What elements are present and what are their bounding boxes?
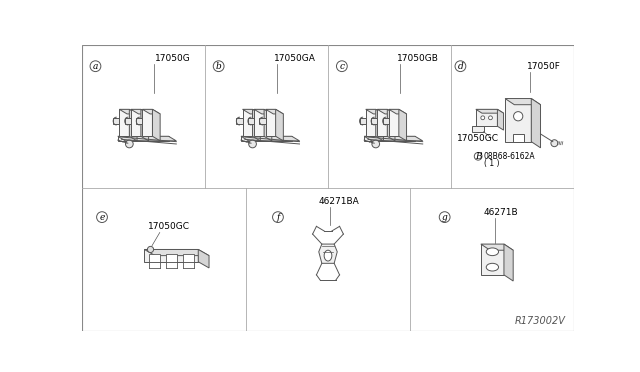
Polygon shape	[266, 109, 276, 136]
Polygon shape	[241, 136, 292, 141]
Polygon shape	[113, 118, 119, 124]
Polygon shape	[145, 250, 198, 262]
Text: 17050GC: 17050GC	[458, 134, 499, 143]
Polygon shape	[476, 109, 504, 113]
Polygon shape	[241, 136, 300, 141]
Polygon shape	[141, 109, 148, 141]
Polygon shape	[504, 244, 513, 281]
Text: 08B68-6162A: 08B68-6162A	[484, 152, 535, 161]
Text: e: e	[99, 213, 105, 222]
Text: g: g	[442, 213, 447, 222]
Text: 46271B: 46271B	[483, 208, 518, 217]
Circle shape	[513, 112, 523, 121]
Circle shape	[90, 61, 101, 71]
Polygon shape	[131, 109, 141, 136]
Text: a: a	[93, 62, 98, 71]
Polygon shape	[125, 118, 131, 124]
Polygon shape	[364, 136, 422, 141]
Text: B: B	[475, 152, 481, 161]
Polygon shape	[387, 109, 395, 141]
Circle shape	[488, 116, 492, 120]
Polygon shape	[248, 118, 254, 124]
Circle shape	[97, 212, 108, 222]
Text: 17050GA: 17050GA	[274, 54, 316, 63]
Polygon shape	[476, 109, 497, 126]
Polygon shape	[266, 109, 284, 114]
Polygon shape	[505, 99, 531, 142]
Text: 17050GB: 17050GB	[397, 54, 439, 63]
Text: d: d	[458, 62, 463, 71]
Circle shape	[455, 61, 466, 71]
Polygon shape	[183, 254, 194, 262]
Circle shape	[249, 140, 257, 148]
Polygon shape	[243, 109, 253, 136]
Polygon shape	[365, 109, 383, 114]
Circle shape	[273, 212, 284, 222]
Text: 17050F: 17050F	[527, 61, 561, 71]
Polygon shape	[360, 118, 365, 124]
Polygon shape	[378, 109, 387, 136]
Polygon shape	[378, 109, 395, 114]
Polygon shape	[243, 109, 260, 114]
Ellipse shape	[324, 250, 332, 261]
Polygon shape	[254, 109, 264, 136]
Polygon shape	[143, 109, 160, 114]
Polygon shape	[472, 126, 484, 132]
Text: c: c	[339, 62, 344, 71]
Polygon shape	[149, 254, 160, 262]
Polygon shape	[371, 118, 378, 124]
Polygon shape	[254, 109, 272, 114]
Polygon shape	[119, 109, 129, 136]
Circle shape	[551, 140, 558, 147]
Polygon shape	[259, 118, 266, 124]
Polygon shape	[118, 136, 168, 141]
Circle shape	[213, 61, 224, 71]
Text: b: b	[216, 62, 221, 71]
Circle shape	[125, 140, 133, 148]
Text: ( 1 ): ( 1 )	[484, 160, 499, 169]
Polygon shape	[253, 109, 260, 141]
Polygon shape	[481, 244, 513, 250]
Text: 46271BA: 46271BA	[319, 197, 360, 206]
Polygon shape	[389, 109, 399, 136]
Polygon shape	[513, 134, 524, 142]
Polygon shape	[145, 250, 209, 256]
Polygon shape	[481, 244, 504, 275]
Circle shape	[337, 61, 348, 71]
Text: R173002V: R173002V	[515, 317, 565, 327]
Polygon shape	[136, 118, 143, 124]
Polygon shape	[399, 109, 406, 141]
Polygon shape	[131, 109, 148, 114]
Circle shape	[439, 212, 450, 222]
Polygon shape	[129, 109, 137, 141]
Ellipse shape	[486, 263, 499, 271]
Polygon shape	[119, 109, 137, 114]
Polygon shape	[365, 109, 376, 136]
Polygon shape	[364, 136, 415, 141]
Circle shape	[147, 246, 154, 253]
Polygon shape	[264, 109, 272, 141]
Polygon shape	[531, 99, 541, 148]
Polygon shape	[505, 99, 541, 105]
Text: f: f	[276, 213, 280, 222]
Polygon shape	[198, 250, 209, 268]
Polygon shape	[497, 109, 504, 130]
Polygon shape	[152, 109, 160, 141]
Circle shape	[372, 140, 380, 148]
Polygon shape	[236, 118, 243, 124]
Polygon shape	[166, 254, 177, 262]
Polygon shape	[118, 136, 176, 141]
Text: 17050G: 17050G	[155, 54, 191, 63]
Polygon shape	[389, 109, 406, 114]
Polygon shape	[383, 118, 389, 124]
Polygon shape	[276, 109, 284, 141]
Polygon shape	[143, 109, 152, 136]
Ellipse shape	[486, 248, 499, 256]
Text: 17050GC: 17050GC	[148, 222, 190, 231]
Polygon shape	[319, 244, 337, 263]
Circle shape	[481, 116, 484, 120]
Circle shape	[474, 153, 482, 160]
Polygon shape	[376, 109, 383, 141]
